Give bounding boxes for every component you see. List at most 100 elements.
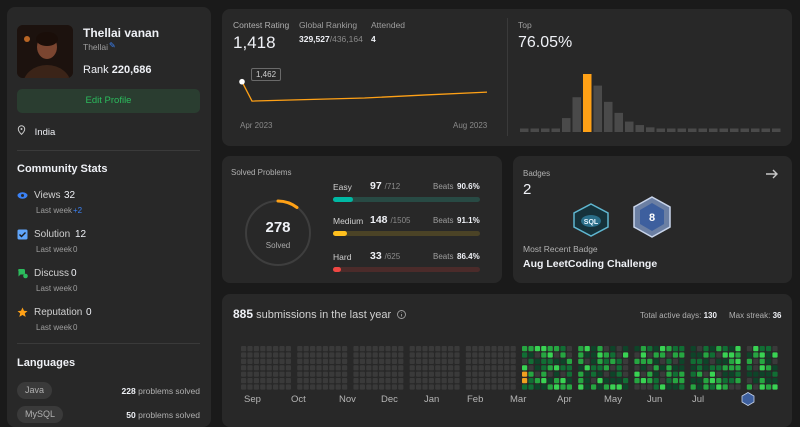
heatmap-cell[interactable] — [448, 378, 454, 384]
heatmap-cell[interactable] — [591, 352, 597, 358]
heatmap-cell[interactable] — [603, 378, 609, 384]
heatmap-cell[interactable] — [597, 384, 603, 390]
heatmap-cell[interactable] — [566, 384, 572, 390]
heatmap-cell[interactable] — [679, 358, 685, 364]
heatmap-cell[interactable] — [634, 371, 640, 377]
heatmap-cell[interactable] — [497, 365, 503, 371]
heatmap-cell[interactable] — [554, 365, 560, 371]
heatmap-cell[interactable] — [241, 378, 247, 384]
heatmap-cell[interactable] — [772, 365, 778, 371]
heatmap-cell[interactable] — [672, 371, 678, 377]
heatmap-cell[interactable] — [623, 371, 629, 377]
heatmap-cell[interactable] — [379, 371, 385, 377]
heatmap-cell[interactable] — [735, 358, 741, 364]
heatmap-cell[interactable] — [690, 371, 696, 377]
heatmap-cell[interactable] — [285, 378, 291, 384]
heatmap-cell[interactable] — [478, 378, 484, 384]
heatmap-cell[interactable] — [528, 365, 534, 371]
heatmap-cell[interactable] — [416, 371, 422, 377]
heatmap-cell[interactable] — [335, 378, 341, 384]
heatmap-cell[interactable] — [329, 358, 335, 364]
heatmap-cell[interactable] — [353, 352, 359, 358]
rating-histogram[interactable] — [518, 70, 782, 132]
heatmap-cell[interactable] — [528, 346, 534, 352]
heatmap-cell[interactable] — [759, 358, 765, 364]
heatmap-cell[interactable] — [722, 352, 728, 358]
heatmap-cell[interactable] — [772, 378, 778, 384]
heatmap-cell[interactable] — [547, 358, 553, 364]
heatmap-cell[interactable] — [335, 346, 341, 352]
heatmap-cell[interactable] — [379, 358, 385, 364]
heatmap-cell[interactable] — [266, 346, 272, 352]
heatmap-cell[interactable] — [746, 378, 752, 384]
heatmap-cell[interactable] — [660, 365, 666, 371]
heatmap-cell[interactable] — [279, 358, 285, 364]
heatmap-cell[interactable] — [398, 378, 404, 384]
heatmap-cell[interactable] — [422, 371, 428, 377]
heatmap-cell[interactable] — [534, 384, 540, 390]
heatmap-cell[interactable] — [247, 384, 253, 390]
heatmap-cell[interactable] — [359, 346, 365, 352]
heatmap-cell[interactable] — [379, 352, 385, 358]
heatmap-cell[interactable] — [560, 384, 566, 390]
heatmap-cell[interactable] — [372, 365, 378, 371]
heatmap-cell[interactable] — [753, 346, 759, 352]
heatmap-cell[interactable] — [241, 352, 247, 358]
heatmap-cell[interactable] — [465, 365, 471, 371]
heatmap-cell[interactable] — [372, 352, 378, 358]
heatmap-cell[interactable] — [534, 358, 540, 364]
heatmap-cell[interactable] — [610, 378, 616, 384]
heatmap-cell[interactable] — [241, 365, 247, 371]
heatmap-cell[interactable] — [603, 352, 609, 358]
arrow-right-icon[interactable] — [764, 166, 780, 187]
heatmap-cell[interactable] — [441, 384, 447, 390]
heatmap-cell[interactable] — [660, 352, 666, 358]
heatmap-cell[interactable] — [666, 358, 672, 364]
heatmap-cell[interactable] — [766, 378, 772, 384]
heatmap-cell[interactable] — [759, 346, 765, 352]
heatmap-cell[interactable] — [335, 384, 341, 390]
heatmap-cell[interactable] — [722, 378, 728, 384]
heatmap-cell[interactable] — [472, 365, 478, 371]
heatmap-cell[interactable] — [398, 358, 404, 364]
heatmap-cell[interactable] — [385, 346, 391, 352]
heatmap-cell[interactable] — [416, 384, 422, 390]
heatmap-cell[interactable] — [316, 352, 322, 358]
heatmap-cell[interactable] — [504, 371, 510, 377]
heatmap-cell[interactable] — [441, 371, 447, 377]
sql-badge-icon[interactable]: SQL — [571, 203, 611, 242]
heatmap-cell[interactable] — [273, 358, 279, 364]
heatmap-cell[interactable] — [266, 358, 272, 364]
heatmap-cell[interactable] — [478, 384, 484, 390]
heatmap-cell[interactable] — [679, 371, 685, 377]
heatmap-cell[interactable] — [247, 378, 253, 384]
heatmap-cell[interactable] — [279, 384, 285, 390]
heatmap-cell[interactable] — [316, 384, 322, 390]
heatmap-cell[interactable] — [465, 384, 471, 390]
heatmap-cell[interactable] — [746, 384, 752, 390]
heatmap-cell[interactable] — [753, 384, 759, 390]
heatmap-cell[interactable] — [690, 346, 696, 352]
heatmap-cell[interactable] — [690, 358, 696, 364]
heatmap-cell[interactable] — [591, 371, 597, 377]
heatmap-cell[interactable] — [329, 365, 335, 371]
heatmap-cell[interactable] — [342, 352, 348, 358]
heatmap-cell[interactable] — [465, 352, 471, 358]
heatmap-cell[interactable] — [584, 378, 590, 384]
heatmap-cell[interactable] — [303, 352, 309, 358]
heatmap-cell[interactable] — [273, 365, 279, 371]
heatmap-cell[interactable] — [497, 378, 503, 384]
heatmap-cell[interactable] — [322, 346, 328, 352]
heatmap-cell[interactable] — [285, 352, 291, 358]
heatmap-cell[interactable] — [504, 346, 510, 352]
heatmap-cell[interactable] — [485, 365, 491, 371]
heatmap-cell[interactable] — [279, 365, 285, 371]
heatmap-cell[interactable] — [435, 346, 441, 352]
heatmap-cell[interactable] — [566, 358, 572, 364]
rating-point[interactable] — [239, 78, 245, 85]
heatmap-cell[interactable] — [679, 352, 685, 358]
heatmap-cell[interactable] — [266, 371, 272, 377]
heatmap-cell[interactable] — [504, 358, 510, 364]
heatmap-cell[interactable] — [266, 384, 272, 390]
heatmap-cell[interactable] — [554, 371, 560, 377]
